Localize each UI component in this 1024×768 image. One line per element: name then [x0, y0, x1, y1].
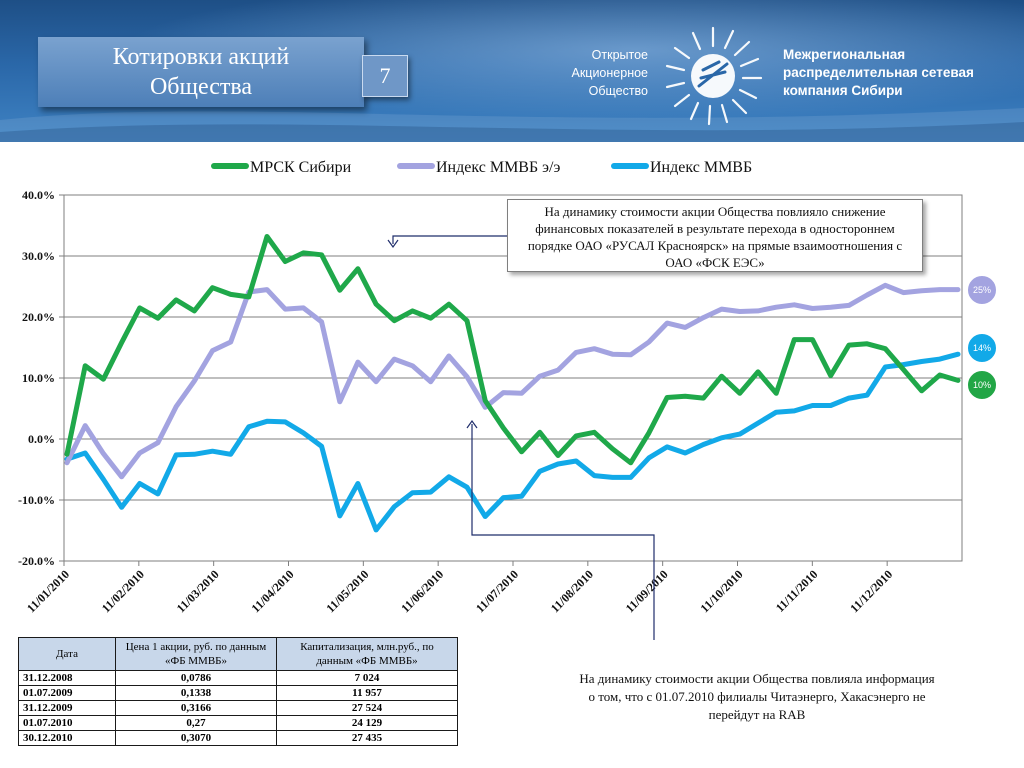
x-tick-label: 11/06/2010 — [398, 567, 446, 615]
x-tick-label: 11/03/2010 — [174, 567, 222, 615]
series-lines — [64, 234, 961, 533]
cell-date: 01.07.2010 — [18, 715, 116, 731]
table-row: 31.12.2009 0,3166 27 524 — [18, 700, 458, 716]
chart-legend: МРСК Сибири Индекс ММВБ э/э Индекс ММВБ — [211, 159, 752, 176]
x-tick-label: 11/12/2010 — [847, 567, 895, 615]
table-row: 30.12.2010 0,3070 27 435 — [18, 730, 458, 746]
end-label-text: 14% — [973, 343, 991, 353]
x-tick-label: 11/11/2010 — [773, 567, 821, 615]
series-line-micex — [64, 351, 961, 533]
y-axis-ticks: -20.0% -10.0% 0.0% 10.0% 20.0% 30.0% 40.0% — [18, 188, 64, 568]
legend-label: Индекс ММВБ — [650, 159, 752, 176]
cell-price: 0,27 — [115, 715, 277, 731]
share-price-table: Дата Цена 1 акции, руб. по данным «ФБ ММ… — [18, 637, 458, 746]
annotation-arrow-bottom-head — [466, 419, 478, 429]
y-tick-label: 20.0% — [22, 310, 55, 324]
org-type-label: Открытое Акционерное Общество — [540, 46, 648, 100]
annotation-box-text: На динамику стоимости акции Общества пов… — [527, 204, 903, 270]
col-header-capitalization: Капитализация, млн.руб., по данным «ФБ М… — [276, 637, 458, 671]
annotation-arrow-top — [392, 235, 510, 244]
x-tick-label: 11/10/2010 — [698, 567, 746, 615]
annotation-connectors — [387, 235, 655, 640]
cell-price: 0,3070 — [115, 730, 277, 746]
y-tick-label: -20.0% — [18, 554, 55, 568]
x-tick-label: 11/02/2010 — [99, 567, 147, 615]
y-tick-label: 0.0% — [28, 432, 55, 446]
cell-capitalization: 11 957 — [276, 685, 458, 701]
col-header-price: Цена 1 акции, руб. по данным «ФБ ММВБ» — [115, 637, 277, 671]
series-line-mrsk — [64, 234, 961, 466]
end-label-text: 10% — [973, 380, 991, 390]
org-type-line3: Общество — [588, 84, 648, 98]
cell-date: 30.12.2010 — [18, 730, 116, 746]
x-tick-label: 11/05/2010 — [323, 567, 371, 615]
end-label-text: 25% — [973, 285, 991, 295]
cell-date: 31.12.2008 — [18, 670, 116, 686]
cell-date: 01.07.2009 — [18, 685, 116, 701]
x-tick-label: 11/09/2010 — [623, 567, 671, 615]
end-label-bubble — [966, 369, 998, 401]
table-header-row: Дата Цена 1 акции, руб. по данным «ФБ ММ… — [18, 637, 458, 671]
legend-label: Индекс ММВБ э/э — [436, 159, 560, 176]
cell-price: 0,0786 — [115, 670, 277, 686]
cell-capitalization: 27 435 — [276, 730, 458, 746]
x-tick-label: 11/08/2010 — [548, 567, 596, 615]
table-row: 01.07.2009 0,1338 11 957 — [18, 685, 458, 701]
table-row: 31.12.2008 0,0786 7 024 — [18, 670, 458, 686]
company-name-line3: компания Сибири — [783, 83, 903, 98]
y-tick-label: 40.0% — [22, 188, 55, 202]
cell-price: 0,3166 — [115, 700, 277, 716]
series-line-micex-ee — [64, 282, 961, 480]
company-name-line1: Межрегиональная — [783, 47, 906, 62]
cell-date: 31.12.2009 — [18, 700, 116, 716]
org-type-line2: Акционерное — [571, 66, 648, 80]
end-label-bubble — [966, 332, 998, 364]
cell-capitalization: 7 024 — [276, 670, 458, 686]
x-axis-ticks: 11/01/2010 11/02/2010 11/03/2010 11/04/2010… — [24, 561, 895, 615]
end-label-bubble — [966, 274, 998, 306]
org-type-line1: Открытое — [591, 48, 648, 62]
company-logo-icon — [665, 26, 763, 126]
cell-capitalization: 27 524 — [276, 700, 458, 716]
x-tick-label: 11/04/2010 — [249, 567, 297, 615]
y-tick-label: 10.0% — [22, 371, 55, 385]
annotation-arrow-top-head — [387, 239, 399, 249]
legend-label: МРСК Сибири — [250, 159, 352, 176]
header-banner — [0, 0, 1024, 142]
annotation-arrow-bottom — [471, 424, 655, 640]
x-tick-label: 11/07/2010 — [473, 567, 521, 615]
company-name: Межрегиональная распределительная сетева… — [783, 46, 974, 100]
y-tick-label: 30.0% — [22, 249, 55, 263]
slide-title-line2: Общества — [149, 74, 253, 100]
annotation-box-rusal: На динамику стоимости акции Общества пов… — [507, 199, 923, 272]
series-end-labels: 25% 14% 10% — [966, 274, 998, 401]
y-tick-label: -10.0% — [18, 493, 55, 507]
header-decoration — [0, 0, 1024, 142]
table-row: 01.07.2010 0,27 24 129 — [18, 715, 458, 731]
page-number-badge: 7 — [362, 55, 408, 97]
slide-title: Котировки акций Общества — [38, 37, 364, 107]
cell-capitalization: 24 129 — [276, 715, 458, 731]
annotation-rab-text: На динамику стоимости акции Общества пов… — [579, 671, 935, 722]
slide-title-line1: Котировки акций — [112, 44, 290, 70]
col-header-date: Дата — [18, 637, 116, 671]
company-name-line2: распределительная сетевая — [783, 65, 974, 80]
x-tick-label: 11/01/2010 — [24, 567, 72, 615]
cell-price: 0,1338 — [115, 685, 277, 701]
